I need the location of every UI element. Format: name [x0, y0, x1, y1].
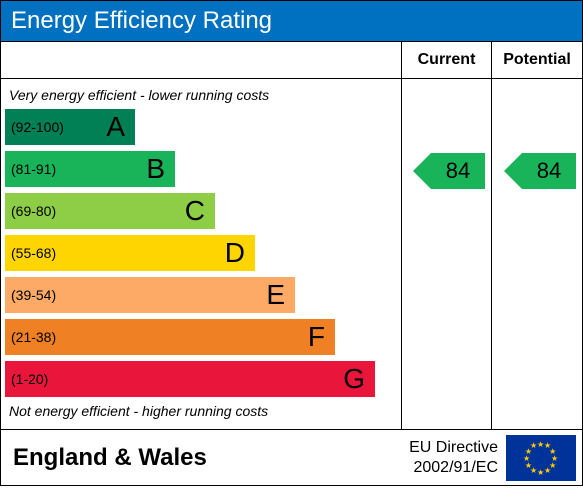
chart-area: Very energy efficient - lower running co… [1, 78, 582, 429]
footer-directive: EU Directive 2002/91/EC [409, 438, 506, 476]
arrow-head-icon [504, 153, 522, 189]
marker-potential: 84 [504, 153, 576, 189]
header-current: Current [402, 42, 492, 78]
marker-value: 84 [522, 153, 576, 189]
band-bar-b: (81-91) B [5, 151, 175, 187]
band-bar-g: (1-20) G [5, 361, 375, 397]
subtitle-top: Very energy efficient - lower running co… [1, 85, 401, 107]
band-range: (21-38) [11, 329, 56, 345]
directive-line2: 2002/91/EC [409, 458, 498, 477]
band-bar-a: (92-100) A [5, 109, 135, 145]
band-row-d: (55-68) D [1, 233, 401, 273]
band-letter: E [266, 279, 285, 311]
band-bar-d: (55-68) D [5, 235, 255, 271]
band-range: (55-68) [11, 245, 56, 261]
eu-star-icon: ★ [544, 466, 551, 475]
title-bar: Energy Efficiency Rating [1, 1, 582, 41]
band-row-f: (21-38) F [1, 317, 401, 357]
band-range: (39-54) [11, 287, 56, 303]
band-row-a: (92-100) A [1, 107, 401, 147]
band-letter: B [146, 153, 165, 185]
eu-flag-icon: ★★★★★★★★★★★★ [506, 435, 576, 481]
band-letter: F [308, 321, 325, 353]
header-spacer [1, 42, 402, 78]
arrow-head-icon [413, 153, 431, 189]
band-row-e: (39-54) E [1, 275, 401, 315]
band-range: (81-91) [11, 161, 56, 177]
band-range: (92-100) [11, 119, 64, 135]
subtitle-bottom: Not energy efficient - higher running co… [1, 401, 401, 423]
eu-star-icon: ★ [530, 441, 537, 450]
current-column: 84 [402, 79, 492, 429]
band-letter: G [343, 363, 365, 395]
marker-value: 84 [431, 153, 485, 189]
header-potential: Potential [492, 42, 582, 78]
band-letter: A [106, 111, 125, 143]
band-bar-f: (21-38) F [5, 319, 335, 355]
band-bar-c: (69-80) C [5, 193, 215, 229]
footer-row: England & Wales EU Directive 2002/91/EC … [1, 429, 582, 485]
potential-column: 84 [492, 79, 582, 429]
band-letter: C [185, 195, 205, 227]
bars-section: Very energy efficient - lower running co… [1, 79, 402, 429]
marker-current: 84 [413, 153, 485, 189]
header-row: Current Potential [1, 41, 582, 78]
eu-star-icon: ★ [537, 468, 544, 477]
band-row-c: (69-80) C [1, 191, 401, 231]
epc-chart: Energy Efficiency Rating Current Potenti… [0, 0, 583, 486]
band-letter: D [225, 237, 245, 269]
band-range: (1-20) [11, 371, 48, 387]
band-row-g: (1-20) G [1, 359, 401, 399]
band-row-b: (81-91) B [1, 149, 401, 189]
footer-region: England & Wales [1, 444, 409, 472]
directive-line1: EU Directive [409, 438, 498, 457]
band-bar-e: (39-54) E [5, 277, 295, 313]
band-range: (69-80) [11, 203, 56, 219]
